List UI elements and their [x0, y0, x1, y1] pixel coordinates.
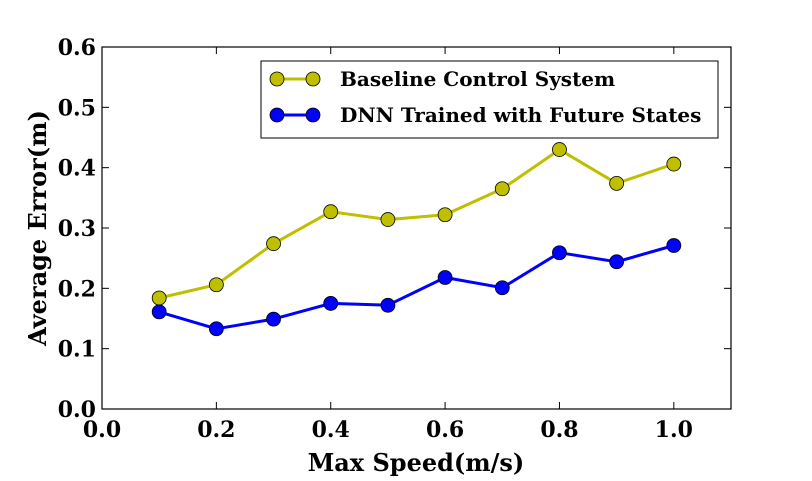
y-tick-label: 0.1 [58, 337, 96, 363]
data-point-series-1 [552, 245, 567, 261]
y-tick-label: 0.6 [58, 35, 96, 61]
data-point-series-0 [208, 277, 224, 293]
y-tick-label: 0.5 [58, 95, 96, 121]
y-tick-label: 0.0 [58, 397, 96, 423]
x-tick-label: 0.8 [540, 417, 578, 443]
y-axis-title: Average Error(m) [23, 110, 52, 347]
x-tick-label: 1.0 [655, 417, 693, 443]
data-point-series-0 [494, 181, 510, 197]
data-point-series-0 [552, 142, 567, 157]
legend-marker-dnn [305, 107, 321, 123]
data-point-series-1 [494, 280, 510, 296]
legend-marker-baseline [269, 71, 285, 87]
data-point-series-0 [323, 204, 339, 220]
x-tick-label: 0.6 [426, 417, 464, 443]
legend: Baseline Control System DNN Trained with… [260, 60, 719, 139]
ticks-layer: 0.0 0.2 0.4 0.6 0.8 1.0 0.0 0.1 0.2 0.3 0.4 0.5 0.6 [58, 35, 731, 443]
data-point-series-0 [609, 175, 625, 191]
data-point-series-1 [266, 311, 281, 327]
data-point-series-1 [380, 297, 396, 313]
series-line-0 [158, 148, 675, 300]
legend-marker-dnn [269, 107, 285, 123]
data-point-series-1 [666, 238, 682, 253]
legend-label-baseline: Baseline Control System [340, 67, 615, 91]
x-axis-title: Max Speed(m/s) [308, 448, 525, 477]
y-tick-label: 0.3 [58, 216, 96, 242]
x-tick-label: 0.0 [83, 417, 121, 443]
data-point-series-1 [323, 296, 339, 311]
x-tick-label: 0.4 [312, 417, 350, 443]
x-tick-label: 0.2 [197, 417, 235, 443]
legend-box [260, 60, 719, 139]
data-point-series-0 [266, 236, 281, 252]
data-point-series-0 [666, 156, 682, 172]
data-point-series-1 [609, 254, 625, 270]
data-point-series-1 [437, 270, 453, 285]
data-point-series-1 [208, 321, 224, 337]
y-tick-label: 0.2 [58, 276, 96, 302]
series-layer [151, 142, 682, 337]
data-point-series-0 [437, 207, 453, 223]
legend-label-dnn: DNN Trained with Future States [340, 103, 701, 127]
y-tick-label: 0.4 [58, 156, 96, 182]
legend-marker-baseline [305, 71, 321, 87]
series-line-1 [158, 244, 675, 331]
data-point-series-1 [151, 304, 167, 320]
data-point-series-0 [151, 290, 167, 306]
data-point-series-0 [380, 212, 396, 227]
